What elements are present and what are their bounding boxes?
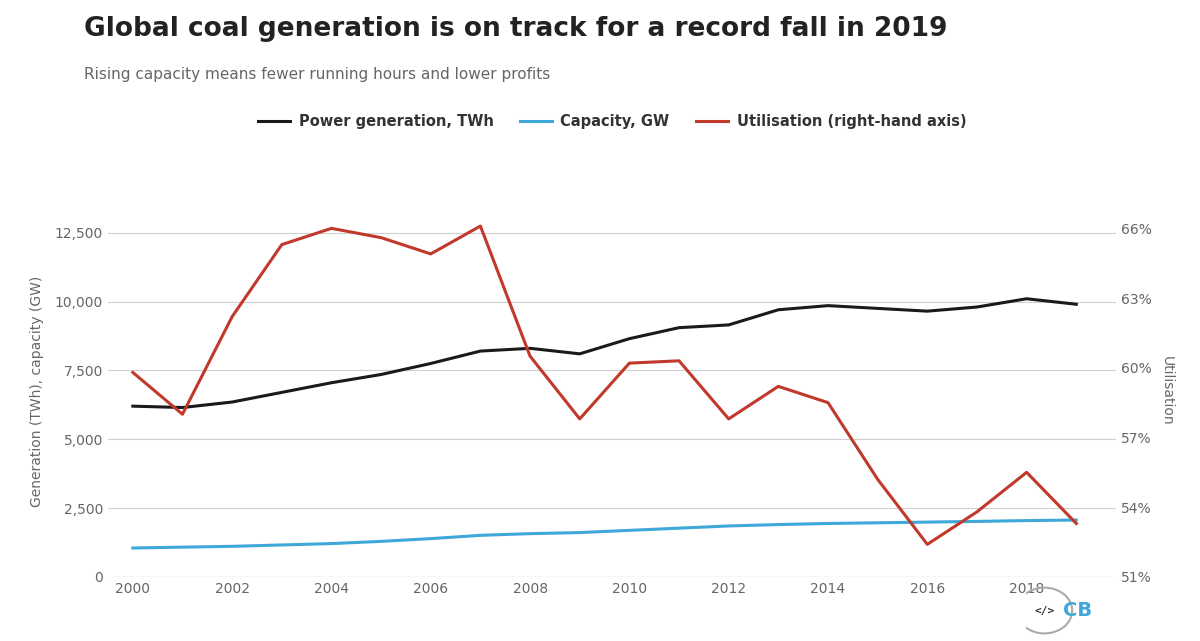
Y-axis label: Generation (TWh), capacity (GW): Generation (TWh), capacity (GW) [30,276,43,506]
Y-axis label: Utilisation: Utilisation [1160,356,1174,426]
Text: Global coal generation is on track for a record fall in 2019: Global coal generation is on track for a… [84,16,948,42]
Text: </>: </> [1034,606,1055,615]
Legend: Power generation, TWh, Capacity, GW, Utilisation (right-hand axis): Power generation, TWh, Capacity, GW, Uti… [252,108,972,135]
Text: CB: CB [1063,601,1092,620]
Text: Rising capacity means fewer running hours and lower profits: Rising capacity means fewer running hour… [84,67,551,82]
